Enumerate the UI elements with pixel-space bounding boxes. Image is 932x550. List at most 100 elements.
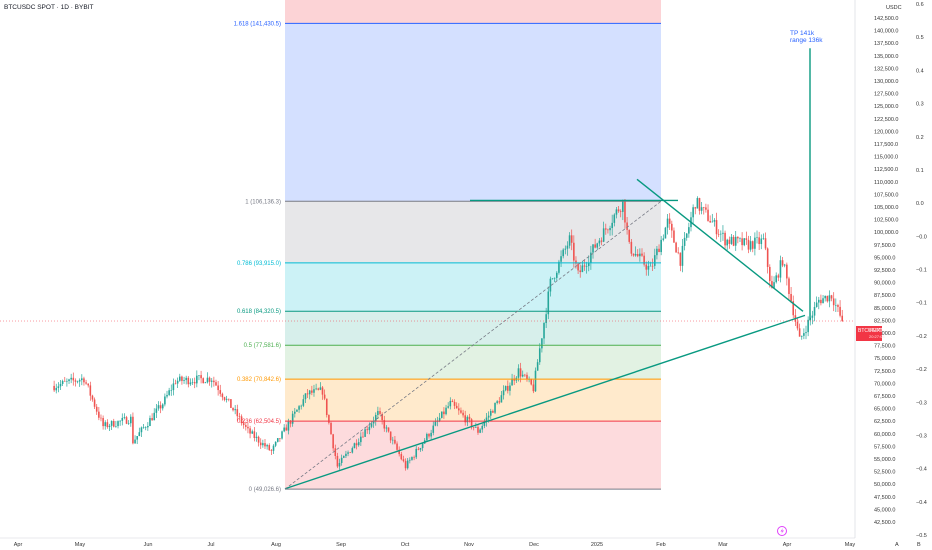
candle-body[interactable] [730,236,733,244]
candle-body[interactable] [287,421,290,431]
candle-body[interactable] [285,427,288,431]
candle-body[interactable] [238,416,241,417]
log-scale-button[interactable]: B [917,542,921,548]
candle-body[interactable] [841,315,844,322]
candle-body[interactable] [440,411,443,418]
candle-body[interactable] [745,238,748,240]
candle-body[interactable] [366,429,369,431]
candle-body[interactable] [798,328,801,337]
candle-body[interactable] [492,410,494,413]
candle-body[interactable] [445,407,447,415]
candle-body[interactable] [210,380,213,382]
candle-body[interactable] [626,222,628,230]
candle-body[interactable] [504,385,507,391]
candle-body[interactable] [294,411,296,414]
candle-body[interactable] [336,455,339,467]
candle-body[interactable] [68,379,70,382]
candle-body[interactable] [264,443,266,447]
candle-body[interactable] [524,374,526,376]
candle-body[interactable] [259,442,262,446]
candle-body[interactable] [815,302,818,307]
candle-body[interactable] [262,443,264,446]
candle-body[interactable] [157,405,160,409]
candle-body[interactable] [807,319,809,333]
candle-body[interactable] [549,278,552,292]
candle-body[interactable] [360,436,362,443]
candle-body[interactable] [123,417,126,418]
candle-body[interactable] [766,248,769,267]
candle-body[interactable] [383,420,386,429]
candle-body[interactable] [394,439,396,444]
candle-body[interactable] [507,385,509,391]
candle-body[interactable] [538,348,541,363]
candle-body[interactable] [112,420,115,427]
candle-body[interactable] [325,398,328,416]
candle-body[interactable] [130,416,132,424]
candle-body[interactable] [323,394,326,399]
candle-body[interactable] [119,420,121,422]
candle-body[interactable] [413,457,415,458]
candle-body[interactable] [602,228,605,242]
candle-body[interactable] [353,443,356,449]
candle-body[interactable] [178,376,181,381]
candle-body[interactable] [732,236,735,246]
candle-body[interactable] [161,404,164,409]
candle-body[interactable] [717,234,720,235]
candle-body[interactable] [230,399,232,408]
candle-body[interactable] [779,260,782,278]
candle-body[interactable] [306,393,309,395]
candle-body[interactable] [536,362,539,371]
candle-body[interactable] [172,383,175,391]
candle-body[interactable] [509,385,511,391]
candle-body[interactable] [455,405,458,409]
candle-body[interactable] [511,378,513,386]
candle-body[interactable] [756,237,758,238]
candle-body[interactable] [283,427,285,432]
candle-body[interactable] [645,264,648,270]
candle-body[interactable] [106,422,109,428]
candle-body[interactable] [617,209,620,212]
candle-body[interactable] [140,427,143,433]
candle-body[interactable] [447,406,449,408]
candle-body[interactable] [200,375,202,379]
candle-body[interactable] [643,255,645,265]
candle-body[interactable] [91,395,94,400]
candle-body[interactable] [747,239,750,250]
candle-body[interactable] [72,377,75,381]
candle-body[interactable] [713,220,716,222]
candle-body[interactable] [611,222,613,229]
candle-body[interactable] [87,383,89,386]
candle-body[interactable] [824,295,826,299]
candle-body[interactable] [95,406,98,412]
candle-body[interactable] [543,322,545,339]
candle-body[interactable] [675,242,677,253]
candle-body[interactable] [692,207,694,218]
candle-body[interactable] [249,428,251,434]
candle-body[interactable] [289,421,292,424]
candle-body[interactable] [464,415,467,423]
candle-body[interactable] [396,443,398,450]
candle-body[interactable] [332,434,334,449]
candle-body[interactable] [649,265,652,267]
candle-body[interactable] [149,418,151,426]
candle-body[interactable] [451,400,454,402]
candle-body[interactable] [343,456,345,458]
candle-body[interactable] [817,299,820,303]
candle-body[interactable] [370,423,373,427]
candle-body[interactable] [206,377,209,383]
candle-body[interactable] [541,338,543,349]
candle-body[interactable] [415,448,418,458]
candle-body[interactable] [204,382,207,384]
candle-body[interactable] [268,445,271,451]
candle-body[interactable] [300,405,302,407]
candle-body[interactable] [673,230,675,243]
candle-body[interactable] [805,332,807,334]
candle-body[interactable] [788,278,790,294]
candle-body[interactable] [372,421,375,424]
candle-body[interactable] [502,390,505,396]
candle-body[interactable] [132,416,134,444]
candle-body[interactable] [683,237,686,246]
candle-body[interactable] [641,253,643,256]
candle-body[interactable] [176,380,179,384]
candle-body[interactable] [460,410,462,413]
